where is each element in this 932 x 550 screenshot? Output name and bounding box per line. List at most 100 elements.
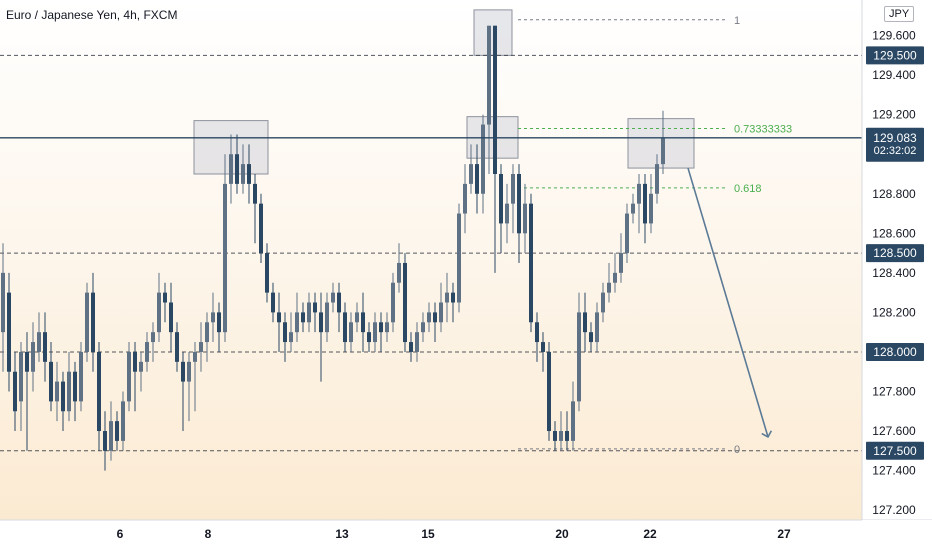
candle-body xyxy=(505,203,509,224)
candle-body xyxy=(373,322,377,343)
candle-body xyxy=(91,292,95,352)
price-tick-label: 128.200 xyxy=(872,305,916,319)
highlight-boxes xyxy=(193,9,695,175)
candle-body xyxy=(145,342,149,362)
candle-body xyxy=(535,322,539,343)
candle-body xyxy=(151,332,155,343)
candle-body xyxy=(13,371,17,412)
candle-body xyxy=(433,312,437,323)
horizontal-levels xyxy=(0,54,862,452)
candle-body xyxy=(199,342,203,352)
candle-body xyxy=(139,361,143,372)
candle-body xyxy=(325,302,329,333)
candle-body xyxy=(445,292,449,303)
candle-body xyxy=(31,342,35,372)
level-price-label: 127.500 xyxy=(873,444,917,458)
projection-arrow xyxy=(687,167,773,439)
candle-body xyxy=(49,361,53,402)
price-axis[interactable]: 127.200 127.400 127.600 127.800 128.200 128.4… xyxy=(861,0,932,550)
candle-body xyxy=(247,164,251,184)
candle-body xyxy=(133,351,137,372)
candle-body xyxy=(655,164,659,194)
time-axis-bg xyxy=(0,520,862,550)
candle-body xyxy=(331,292,335,303)
time-tick-label: 27 xyxy=(777,527,791,541)
candle-body xyxy=(295,312,299,333)
candle-body xyxy=(319,312,323,333)
current-price-label: 129.083 xyxy=(873,131,917,145)
candle-body xyxy=(61,381,65,412)
candle-body xyxy=(595,312,599,343)
price-tick-label: 127.600 xyxy=(872,424,916,438)
candle-body xyxy=(223,183,227,333)
level-price-label: 129.500 xyxy=(873,48,917,62)
time-tick-label: 13 xyxy=(335,527,349,541)
candle-body xyxy=(187,361,191,382)
candle-body xyxy=(211,312,215,323)
current-price-tag xyxy=(866,127,924,162)
candle-body xyxy=(337,292,341,313)
price-tick-label: 128.600 xyxy=(872,226,916,240)
candle-body xyxy=(475,164,479,194)
candle-body xyxy=(253,183,257,204)
axis-corner xyxy=(862,520,932,550)
candle-body xyxy=(541,342,545,352)
candle-body xyxy=(391,282,395,323)
price-tick-label: 127.800 xyxy=(872,384,916,398)
level-price-label: 128.500 xyxy=(873,246,917,260)
candle-body xyxy=(637,183,641,204)
candle-body xyxy=(649,193,653,224)
price-tick-label: 129.400 xyxy=(872,68,916,82)
fib-level-label: 0.618 xyxy=(734,183,762,195)
candle-body xyxy=(601,292,605,313)
candle-body xyxy=(169,302,173,333)
currency-badge[interactable]: JPY xyxy=(884,6,915,22)
candle-body xyxy=(97,351,101,432)
candle-body xyxy=(343,312,347,343)
candle-body xyxy=(631,203,635,214)
candle-body xyxy=(565,431,569,441)
candle-body xyxy=(1,272,5,333)
candle-body xyxy=(241,164,245,184)
candle-body xyxy=(583,312,587,333)
level-price-tag xyxy=(866,46,924,65)
candle-body xyxy=(25,351,29,372)
candle-body xyxy=(163,292,167,303)
candle-body xyxy=(79,351,83,402)
time-axis[interactable]: 6 8 13 15 20 22 27 xyxy=(0,519,932,550)
candle-body xyxy=(205,322,209,343)
candle-body xyxy=(175,332,179,362)
candle-body xyxy=(487,25,491,125)
candle-body xyxy=(235,154,239,184)
candle-body xyxy=(103,431,107,451)
candle-body xyxy=(547,351,551,432)
level-price-tag xyxy=(866,342,924,361)
price-tick-label: 128.800 xyxy=(872,187,916,201)
candles xyxy=(1,25,665,471)
price-tick-label: 128.400 xyxy=(872,266,916,280)
time-tick-label: 20 xyxy=(555,527,569,541)
candle-body xyxy=(511,173,515,204)
candle-body xyxy=(589,332,593,343)
time-tick-label: 22 xyxy=(643,527,657,541)
candle-body xyxy=(397,262,401,283)
candle-body xyxy=(109,421,113,451)
candle-body xyxy=(55,381,59,402)
candle-body xyxy=(121,401,125,441)
candle-body xyxy=(523,203,527,234)
candle-body xyxy=(517,173,521,234)
candle-body xyxy=(367,332,371,343)
candle-body xyxy=(427,312,431,323)
candle-body xyxy=(439,302,443,323)
level-price-label: 128.000 xyxy=(873,345,917,359)
candle-body xyxy=(307,302,311,323)
candle-body xyxy=(613,272,617,283)
time-tick-label: 8 xyxy=(205,527,212,541)
candle-body xyxy=(379,322,383,333)
candle-body xyxy=(661,138,665,165)
candle-body xyxy=(355,312,359,323)
candle-body xyxy=(229,154,233,184)
candle-body xyxy=(259,203,263,254)
